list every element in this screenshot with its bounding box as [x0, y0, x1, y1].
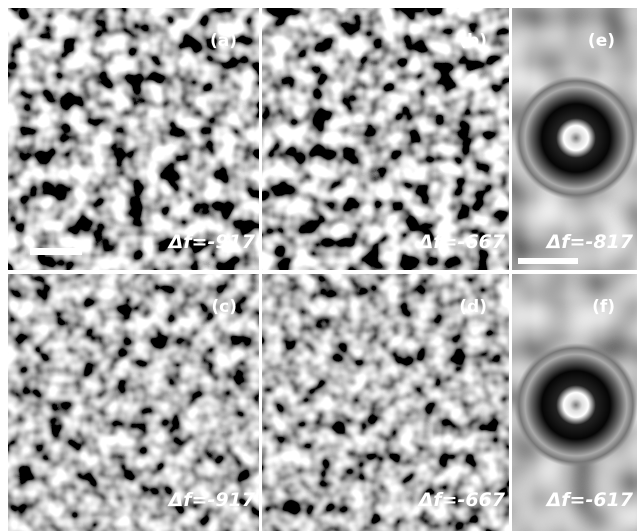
scale-bar [518, 258, 578, 264]
panel-label: (c) [211, 297, 237, 317]
panel-label: (f) [592, 297, 615, 317]
ring-feature [514, 76, 637, 200]
defocus-label: Δf=-667 [417, 489, 506, 511]
ring-feature [514, 343, 637, 467]
scale-bar [30, 248, 82, 255]
defocus-label: Δf=-667 [417, 231, 506, 253]
defocus-label: Δf=-817 [545, 231, 634, 253]
defocus-label: Δf=-917 [167, 231, 256, 253]
panel-label: (b) [459, 31, 487, 51]
defocus-label: Δf=-917 [167, 489, 256, 511]
panel-label: (e) [588, 31, 615, 51]
figure: (a) Δf=-917 (b) Δf=-667 (e) Δf=-817 (c) Δf=-917… [0, 0, 637, 531]
panel-label: (a) [210, 31, 237, 51]
defocus-label: Δf=-617 [545, 489, 634, 511]
panel-label: (d) [459, 297, 487, 317]
